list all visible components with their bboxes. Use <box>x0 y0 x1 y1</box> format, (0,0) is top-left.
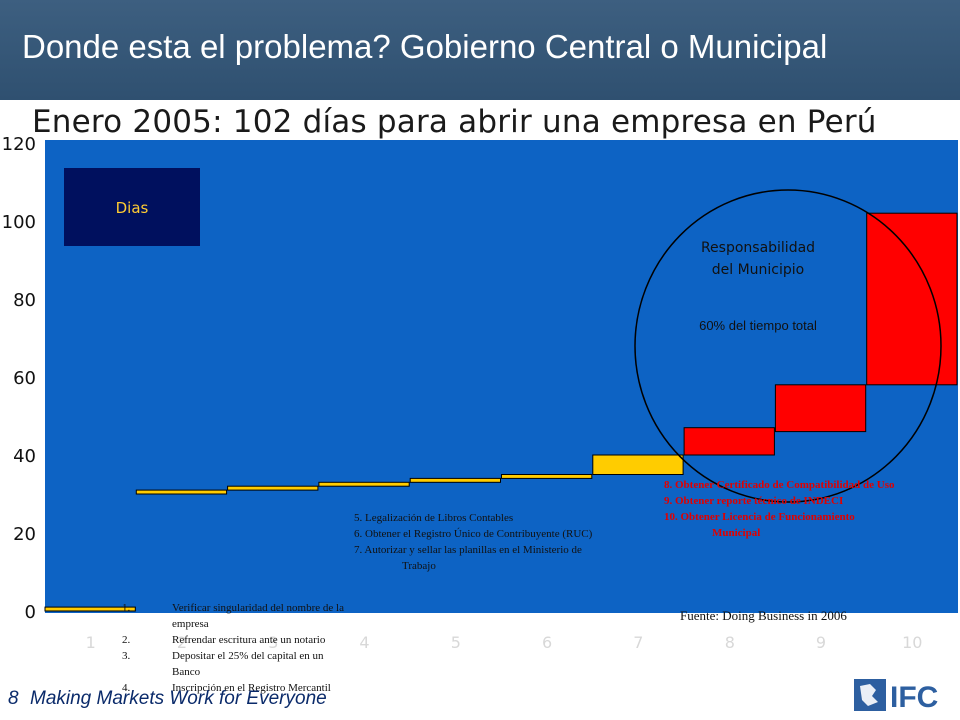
step-num: 2. <box>122 634 131 646</box>
step-text: Verificar singularidad del nombre de la <box>172 602 344 614</box>
y-tick-label: 60 <box>13 368 36 389</box>
x-tick-label: 7 <box>633 633 643 652</box>
y-tick-label: 20 <box>13 524 36 545</box>
x-tick-label: 10 <box>902 633 922 652</box>
step-text: empresa <box>172 618 209 630</box>
svg-text:IFC: IFC <box>890 681 938 714</box>
x-tick-label: 8 <box>725 633 735 652</box>
header-band <box>0 0 960 100</box>
y-tick-label: 80 <box>13 290 36 311</box>
bar <box>592 454 684 475</box>
step-text: Trabajo <box>402 560 436 572</box>
legend-label: Dias <box>116 199 149 217</box>
municipal-ellipse <box>634 189 942 503</box>
y-tick-label: 40 <box>13 446 36 467</box>
x-tick-label: 9 <box>816 633 826 652</box>
bar <box>501 474 593 479</box>
y-tick-label: 100 <box>2 212 36 233</box>
footer-tagline: Making Markets Work for Everyone <box>30 688 327 709</box>
step-text: Refrendar escritura ante un notario <box>172 634 326 646</box>
step-text: Depositar el 25% del capital en un <box>172 650 324 662</box>
slide-title: Donde esta el problema? Gobierno Central… <box>22 28 828 65</box>
ifc-logo: IFC <box>854 679 938 714</box>
bar <box>227 485 319 491</box>
municipal-share: 60% del tiempo total <box>699 318 817 333</box>
bar <box>44 606 136 612</box>
step-row: 4. Inscripción en el Registro Mercantil <box>122 680 344 696</box>
step-text: Banco <box>172 666 201 678</box>
chart-subtitle: Enero 2005: 102 días para abrir una empr… <box>32 104 877 140</box>
x-tick-label: 1 <box>86 633 96 652</box>
x-tick-label: 5 <box>451 633 461 652</box>
step-num: 3. <box>122 650 131 662</box>
y-tick-label: 0 <box>25 602 36 623</box>
bar <box>409 477 502 483</box>
step-text: 10. Obtener Licencia de Funcionamiento <box>664 511 855 523</box>
step-row: 1. Verificar singularidad del nombre de l… <box>122 600 344 616</box>
step-text: 7. Autorizar y sellar las planillas en e… <box>354 544 582 556</box>
bars-group <box>44 212 958 612</box>
bar <box>774 384 867 433</box>
legend-box <box>64 168 200 246</box>
step-text: 6. Obtener el Registro Único de Contribu… <box>354 528 593 540</box>
y-axis: 0 20 40 60 80 100 120 <box>2 134 36 623</box>
bar <box>318 481 410 487</box>
y-tick-label: 120 <box>2 134 36 155</box>
step-text: Municipal <box>712 527 761 539</box>
municipal-label-line2: del Municipio <box>712 262 804 278</box>
municipal-label-line1: Responsabilidad <box>701 240 815 256</box>
x-tick-label: 4 <box>359 633 369 652</box>
step-text: Inscripción en el Registro Mercantil <box>172 682 331 694</box>
step-text: 9. Obtener reporte técnico de INDECI <box>664 495 844 507</box>
bar <box>866 212 958 386</box>
x-tick-label: 2 <box>177 633 187 652</box>
central-steps-list-b: 5. Legalización de Libros Contables 6. O… <box>354 510 592 574</box>
step-row: Banco <box>122 664 344 680</box>
municipal-steps-list: 8. Obtener Certificado de Compatibilidad… <box>664 477 895 541</box>
source-note: Fuente: Doing Business in 2006 <box>680 608 847 623</box>
step-text: 5. Legalización de Libros Contables <box>354 512 514 524</box>
bar <box>135 489 228 495</box>
step-num: 1. <box>122 602 131 614</box>
step-row: 2. Refrendar escritura ante un notario <box>122 632 344 648</box>
bar <box>683 427 775 456</box>
step-row: 3. Depositar el 25% del capital en un <box>122 648 344 664</box>
slide-number: 8 <box>8 688 19 709</box>
step-text: 8. Obtener Certificado de Compatibilidad… <box>664 479 895 491</box>
x-tick-label: 6 <box>542 633 552 652</box>
x-tick-label: 3 <box>268 633 278 652</box>
x-tick-labels: 1 2 3 4 5 6 7 8 9 10 <box>86 633 923 652</box>
step-row: empresa <box>122 616 344 632</box>
step-num: 4. <box>122 682 131 694</box>
central-steps-list-a: 1. Verificar singularidad del nombre de l… <box>122 600 344 696</box>
